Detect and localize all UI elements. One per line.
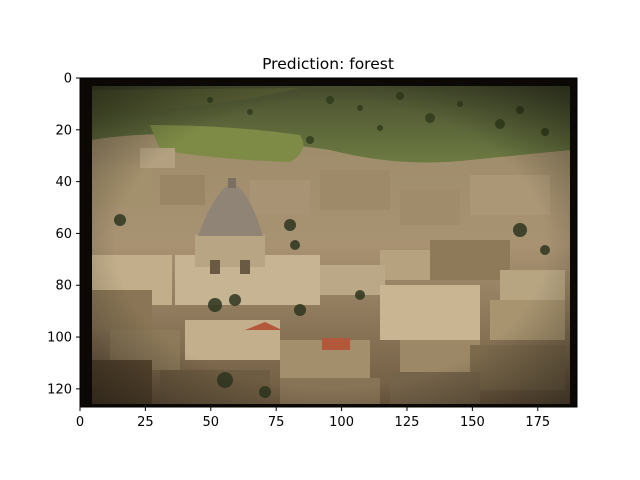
x-tick-label: 25 [137, 415, 154, 430]
x-tick-label: 175 [525, 415, 550, 430]
x-tick-label: 100 [329, 415, 354, 430]
x-tick-label: 150 [460, 415, 485, 430]
image-content [80, 78, 577, 407]
x-tick-label: 75 [268, 415, 285, 430]
x-axis: 0 25 50 75 100 125 150 175 [76, 407, 550, 430]
y-tick-label: 40 [55, 175, 72, 190]
chart-title: Prediction: forest [262, 55, 394, 73]
y-tick-label: 0 [64, 72, 72, 87]
y-tick-label: 60 [55, 227, 72, 242]
plot-frame [79, 77, 578, 408]
x-tick-label: 0 [76, 415, 84, 430]
y-axis: 0 20 40 60 80 100 120 [47, 72, 80, 397]
y-tick-label: 120 [47, 382, 72, 397]
photo [92, 86, 570, 404]
y-tick-label: 20 [55, 123, 72, 138]
y-tick-label: 80 [55, 279, 72, 294]
x-tick-label: 125 [395, 415, 420, 430]
y-tick-label: 100 [47, 331, 72, 346]
x-tick-label: 50 [203, 415, 220, 430]
